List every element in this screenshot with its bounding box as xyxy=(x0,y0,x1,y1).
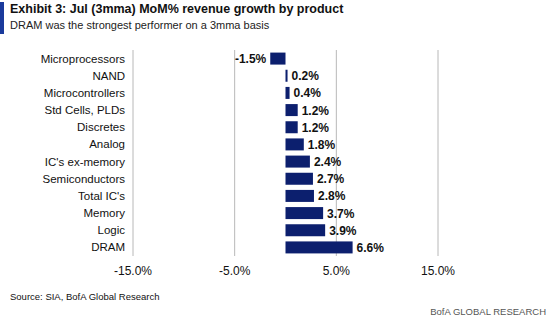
data-label: 0.4% xyxy=(294,86,322,100)
bar xyxy=(286,190,314,202)
data-label: 0.2% xyxy=(292,69,320,83)
grid-line xyxy=(438,50,439,256)
data-label: 6.6% xyxy=(357,241,385,255)
category-label: NAND xyxy=(92,70,125,82)
title: Exhibit 3: Jul (3mma) MoM% revenue growt… xyxy=(10,2,344,16)
subtitle: DRAM was the strongest performer on a 3m… xyxy=(10,19,270,31)
category-label: Logic xyxy=(98,224,126,236)
branding: BofA GLOBAL RESEARCH xyxy=(430,306,546,317)
data-label: 1.8% xyxy=(308,138,336,152)
bar xyxy=(270,53,285,65)
data-label: 2.7% xyxy=(317,172,345,186)
data-label: 2.8% xyxy=(318,189,346,203)
category-label: Semiconductors xyxy=(43,173,126,185)
category-label: Microcontrollers xyxy=(44,87,125,99)
bar xyxy=(286,70,288,82)
grid-line xyxy=(234,50,235,256)
data-label: 2.4% xyxy=(314,155,342,169)
data-label: 3.9% xyxy=(329,224,357,238)
bar xyxy=(286,87,290,99)
bar xyxy=(286,104,298,116)
data-label: 3.7% xyxy=(327,207,355,221)
source-note: Source: SIA, BofA Global Research xyxy=(10,291,159,302)
tick-label: -15.0% xyxy=(114,264,152,278)
bar xyxy=(286,224,326,236)
bar xyxy=(286,121,298,133)
data-label: 1.2% xyxy=(302,104,330,118)
bar xyxy=(286,207,324,219)
category-label: Microprocessors xyxy=(41,53,126,65)
category-label: IC's ex-memory xyxy=(45,156,125,168)
category-label: DRAM xyxy=(91,241,125,253)
data-label: 1.2% xyxy=(302,121,330,135)
category-label: Total IC's xyxy=(78,190,125,202)
grid-line xyxy=(133,50,134,256)
tick-label: -5.0% xyxy=(219,264,251,278)
chart: Exhibit 3: Jul (3mma) MoM% revenue growt… xyxy=(0,0,554,321)
title-accent xyxy=(0,2,4,34)
tick-label: 15.0% xyxy=(421,264,455,278)
data-label: -1.5% xyxy=(235,52,267,66)
bar xyxy=(286,173,313,185)
bar xyxy=(286,138,304,150)
category-label: Analog xyxy=(89,138,125,150)
bar xyxy=(286,241,353,253)
category-label: Discretes xyxy=(77,121,125,133)
bar xyxy=(286,156,310,168)
category-label: Memory xyxy=(83,207,125,219)
tick-label: 5.0% xyxy=(323,264,351,278)
category-label: Std Cells, PLDs xyxy=(44,104,125,116)
